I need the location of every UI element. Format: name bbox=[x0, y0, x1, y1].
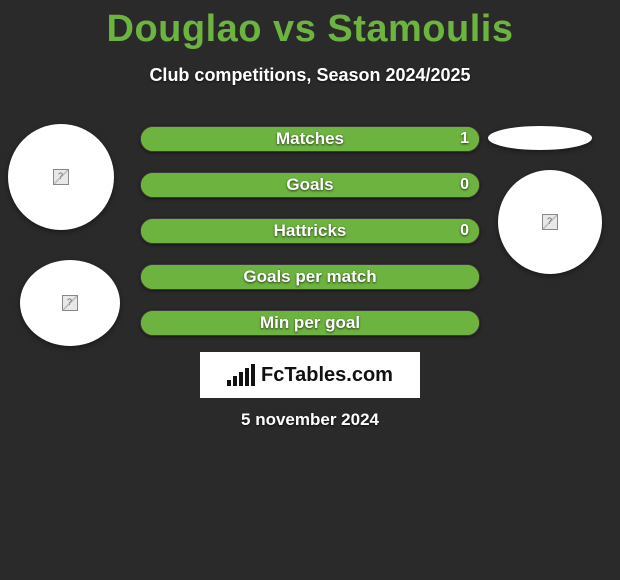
stat-label: Hattricks bbox=[141, 219, 479, 243]
page-subtitle: Club competitions, Season 2024/2025 bbox=[0, 65, 620, 86]
stat-label: Goals bbox=[141, 173, 479, 197]
stat-label: Min per goal bbox=[141, 311, 479, 335]
stat-value: 1 bbox=[460, 127, 469, 151]
brand-text: FcTables.com bbox=[261, 364, 393, 387]
stat-row-min-per-goal: Min per goal bbox=[140, 310, 480, 336]
stat-label: Matches bbox=[141, 127, 479, 151]
stat-value: 0 bbox=[460, 219, 469, 243]
bar-chart-icon bbox=[227, 364, 255, 386]
decorative-oval bbox=[488, 126, 592, 150]
snapshot-date: 5 november 2024 bbox=[0, 410, 620, 430]
stat-row-matches: Matches 1 bbox=[140, 126, 480, 152]
stats-panel: Matches 1 Goals 0 Hattricks 0 Goals per … bbox=[140, 126, 480, 356]
stat-row-goals-per-match: Goals per match bbox=[140, 264, 480, 290]
broken-image-icon bbox=[62, 295, 78, 311]
player-avatar-right bbox=[498, 170, 602, 274]
brand-badge: FcTables.com bbox=[200, 352, 420, 398]
broken-image-icon bbox=[542, 214, 558, 230]
player-avatar-left-top bbox=[8, 124, 114, 230]
stat-row-hattricks: Hattricks 0 bbox=[140, 218, 480, 244]
stat-label: Goals per match bbox=[141, 265, 479, 289]
stat-row-goals: Goals 0 bbox=[140, 172, 480, 198]
stat-value: 0 bbox=[460, 173, 469, 197]
page-title: Douglao vs Stamoulis bbox=[0, 0, 620, 51]
player-avatar-left-bottom bbox=[20, 260, 120, 346]
broken-image-icon bbox=[53, 169, 69, 185]
